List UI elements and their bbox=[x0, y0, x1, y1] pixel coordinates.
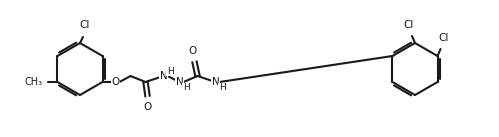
Text: Cl: Cl bbox=[404, 20, 414, 30]
Text: O: O bbox=[143, 102, 152, 112]
Text: H: H bbox=[219, 83, 226, 92]
Text: Cl: Cl bbox=[438, 33, 449, 43]
Text: N: N bbox=[176, 77, 184, 87]
Text: H: H bbox=[167, 66, 174, 75]
Text: H: H bbox=[183, 83, 190, 92]
Text: CH₃: CH₃ bbox=[24, 77, 42, 87]
Text: N: N bbox=[212, 77, 220, 87]
Text: Cl: Cl bbox=[80, 20, 90, 30]
Text: N: N bbox=[160, 71, 167, 81]
Text: O: O bbox=[111, 77, 120, 87]
Text: O: O bbox=[189, 46, 197, 56]
